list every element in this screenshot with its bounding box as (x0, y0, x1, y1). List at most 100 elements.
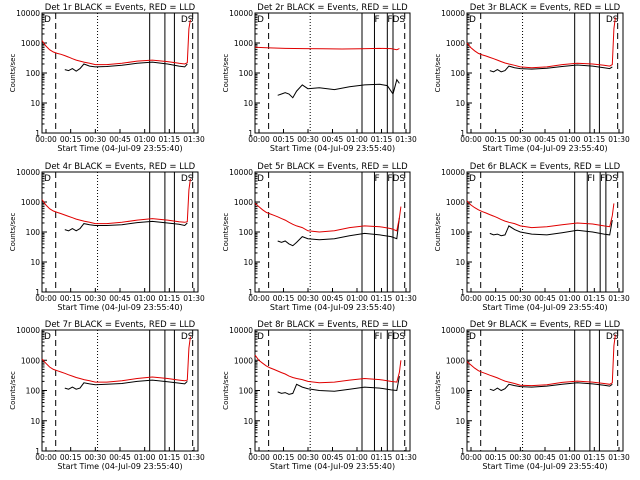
y-tick-label: 100 (239, 387, 254, 396)
y-tick-label: 100 (451, 69, 466, 78)
x-tick-label: 00:15 (485, 453, 507, 462)
y-tick-label: 100 (451, 387, 466, 396)
x-tick-label: 00:00 (460, 135, 482, 144)
x-tick-label: 00:00 (248, 294, 270, 303)
y-tick-label: 1 (460, 447, 465, 456)
panel: Det 8r BLACK = Events, RED = LLD 1 10 100 10… (222, 320, 417, 471)
x-axis-label: Start Time (04-Jul-09 23:55:40) (482, 462, 607, 471)
y-tick-label: 10 (30, 258, 40, 267)
marker-label: DS (606, 15, 619, 25)
marker-label: D (469, 15, 476, 25)
y-axis-label: Counts/sec (9, 213, 17, 252)
y-tick-label: 1000 (446, 356, 465, 365)
y-tick-label: 1000 (234, 39, 253, 48)
x-tick-label: 01:00 (559, 294, 581, 303)
lld-series-line (254, 354, 402, 384)
plot-frame (466, 171, 624, 293)
x-tick-label: 00:45 (534, 453, 556, 462)
x-tick-label: 00:30 (85, 453, 107, 462)
marker-label: FDS (600, 174, 618, 184)
y-tick-label: 10 (243, 417, 253, 426)
y-tick-label: 1 (248, 447, 253, 456)
marker-label: FI (587, 174, 595, 184)
x-tick-label: 01:00 (134, 453, 156, 462)
y-tick-label: 1000 (21, 198, 40, 207)
y-tick-label: 100 (239, 228, 254, 237)
panel: Det 9r BLACK = Events, RED = LLD 1 10 100 10… (434, 320, 630, 471)
y-tick-label: 10000 (229, 9, 253, 18)
y-tick-label: 100 (451, 228, 466, 237)
marker-label: F (374, 174, 379, 184)
panel: Det 6r BLACK = Events, RED = LLD 1 10 100 10… (434, 162, 630, 312)
y-axis-label: Counts/sec (222, 54, 230, 93)
x-tick-label: 00:45 (322, 294, 344, 303)
y-axis-label: Counts/sec (9, 371, 17, 410)
x-tick-label: 00:00 (35, 294, 57, 303)
x-axis-label: Start Time (04-Jul-09 23:55:40) (270, 144, 395, 153)
x-tick-label: 00:00 (35, 453, 57, 462)
x-tick-label: 01:00 (346, 135, 368, 144)
y-tick-label: 1000 (21, 39, 40, 48)
x-axis-label: Start Time (04-Jul-09 23:55:40) (57, 303, 182, 312)
y-axis-label: Counts/sec (222, 371, 230, 410)
y-tick-label: 10 (455, 258, 465, 267)
lld-series-line (41, 336, 191, 383)
y-tick-label: 1000 (234, 356, 253, 365)
x-tick-label: 00:15 (485, 294, 507, 303)
x-tick-label: 01:30 (608, 135, 630, 144)
x-tick-label: 01:00 (559, 135, 581, 144)
panel-title: Det 1r BLACK = Events, RED = LLD (45, 3, 196, 13)
x-tick-label: 00:30 (510, 453, 532, 462)
marker-label: DS (181, 332, 194, 342)
x-tick-label: 00:45 (109, 453, 131, 462)
x-tick-label: 01:15 (371, 294, 393, 303)
panel: Det 2r BLACK = Events, RED = LLD 1 10 100 10… (222, 3, 417, 153)
marker-label: D (257, 332, 264, 342)
x-tick-label: 01:30 (395, 453, 417, 462)
x-tick-label: 00:15 (273, 135, 295, 144)
y-tick-label: 10 (455, 417, 465, 426)
y-tick-label: 100 (26, 387, 41, 396)
y-axis-label: Counts/sec (9, 54, 17, 93)
marker-label: DS (181, 15, 194, 25)
marker-label: D (44, 15, 51, 25)
x-tick-label: 00:00 (460, 294, 482, 303)
x-tick-label: 00:45 (534, 135, 556, 144)
y-tick-label: 1 (460, 288, 465, 297)
x-axis-label: Start Time (04-Jul-09 23:55:40) (482, 144, 607, 153)
marker-label: D (469, 174, 476, 184)
y-tick-label: 10 (243, 258, 253, 267)
panel: Det 7r BLACK = Events, RED = LLD 1 10 100 10… (9, 320, 205, 471)
x-tick-label: 00:45 (534, 294, 556, 303)
y-tick-label: 10000 (229, 326, 253, 335)
marker-label: DS (181, 174, 194, 184)
y-tick-label: 10 (243, 99, 253, 108)
marker-label: FI (374, 332, 382, 342)
panel-title: Det 9r BLACK = Events, RED = LLD (470, 320, 621, 330)
events-series-line (64, 220, 188, 232)
events-series-line (64, 379, 188, 390)
x-tick-label: 01:00 (134, 135, 156, 144)
panel: Det 5r BLACK = Events, RED = LLD 1 10 100 10… (222, 162, 417, 312)
x-tick-label: 01:15 (159, 453, 181, 462)
lld-series-line (466, 334, 616, 387)
x-tick-label: 00:00 (248, 135, 270, 144)
marker-label: DS (606, 332, 619, 342)
marker-label: FDS (387, 15, 405, 25)
events-series-line (277, 376, 400, 395)
x-tick-label: 00:45 (322, 135, 344, 144)
y-tick-label: 100 (26, 69, 41, 78)
y-tick-label: 1 (35, 129, 40, 138)
x-tick-label: 00:15 (273, 453, 295, 462)
panel-title: Det 4r BLACK = Events, RED = LLD (45, 162, 196, 172)
x-tick-label: 00:00 (248, 453, 270, 462)
y-tick-label: 10000 (16, 168, 40, 177)
y-axis-label: Counts/sec (222, 213, 230, 252)
x-tick-label: 00:15 (273, 294, 295, 303)
x-axis-label: Start Time (04-Jul-09 23:55:40) (482, 303, 607, 312)
x-tick-label: 00:00 (35, 135, 57, 144)
y-axis-label: Counts/sec (434, 213, 442, 252)
x-tick-label: 01:15 (371, 135, 393, 144)
plot-frame (254, 171, 411, 293)
y-tick-label: 1000 (234, 198, 253, 207)
